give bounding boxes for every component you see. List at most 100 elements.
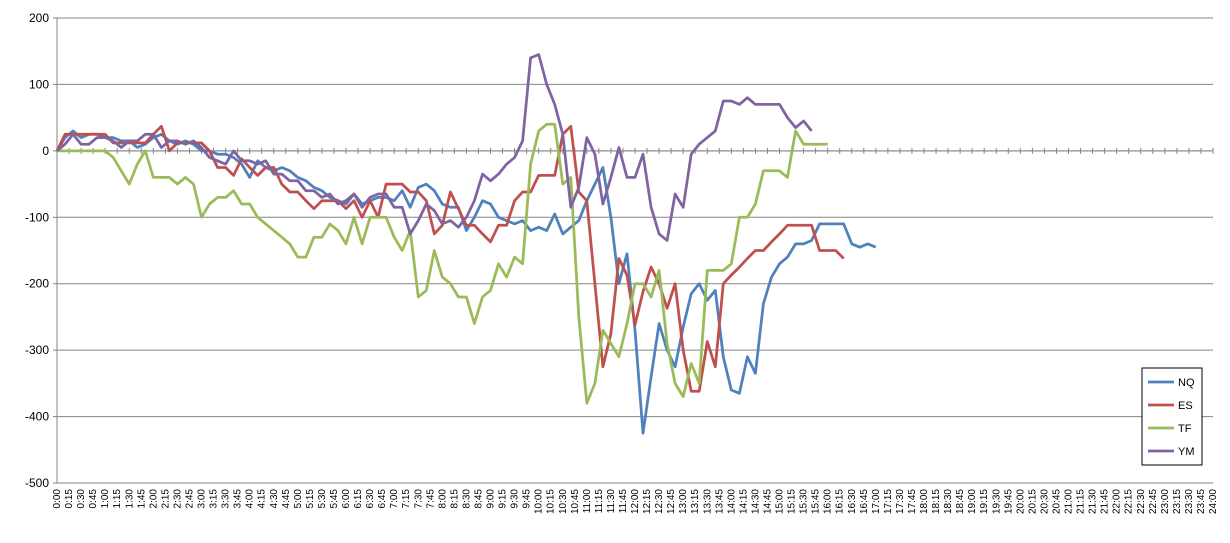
x-tick-label: 14:00 [726,489,737,514]
x-tick-label: 6:00 [341,489,352,509]
x-tick-label: 11:00 [582,489,593,514]
x-tick-label: 12:45 [666,489,677,514]
x-tick-label: 2:15 [160,489,171,509]
y-tick-label: -200 [25,277,49,291]
x-tick-label: 1:15 [112,489,123,509]
x-tick-label: 13:00 [678,489,689,514]
x-tick-label: 22:45 [1148,489,1159,514]
x-tick-label: 19:15 [979,489,990,514]
x-tick-label: 23:45 [1196,489,1207,514]
x-tick-label: 17:15 [883,489,894,514]
x-tick-label: 13:15 [690,489,701,514]
x-tick-label: 6:15 [353,489,364,509]
x-tick-label: 2:00 [148,489,159,509]
x-tick-label: 18:00 [919,489,930,514]
x-tick-label: 18:45 [955,489,966,514]
x-tick-label: 22:00 [1112,489,1123,514]
series-line-tf [57,122,828,405]
x-tick-label: 3:45 [233,489,244,509]
x-tick-label: 3:15 [209,489,220,509]
legend-label-es: ES [1178,400,1193,412]
y-tick-label: 200 [29,11,49,25]
x-tick-label: 19:30 [991,489,1002,514]
x-tick-label: 11:45 [618,489,629,514]
x-tick-label: 12:15 [642,489,653,514]
x-tick-label: 19:00 [967,489,978,514]
x-axis: 0:00 0:15 0:30 0:45 1:00 1:15 1:30 1:45 2:00 2:15… [52,147,1219,514]
x-tick-label: 7:15 [401,489,412,509]
x-tick-label: 20:15 [1027,489,1038,514]
x-tick-label: 18:15 [931,489,942,514]
legend-label-tf: TF [1178,423,1192,435]
x-tick-label: 7:00 [389,489,400,509]
x-tick-label: 8:45 [473,489,484,509]
series-lines [55,53,877,435]
x-tick-label: 10:45 [570,489,581,514]
y-tick-label: -500 [25,476,49,490]
x-tick-label: 1:45 [136,489,147,509]
x-tick-label: 16:00 [823,489,834,514]
x-tick-label: 2:45 [184,489,195,509]
x-tick-label: 7:45 [425,489,436,509]
x-tick-label: 4:15 [257,489,268,509]
legend-box [1141,367,1203,466]
x-tick-label: 9:30 [510,489,521,509]
x-tick-label: 20:45 [1051,489,1062,514]
legend-label-ym: YM [1178,446,1195,458]
y-tick-label: -300 [25,343,49,357]
x-tick-label: 4:30 [269,489,280,509]
x-tick-label: 1:30 [124,489,135,509]
y-axis: -500 -400 -300 -200 -100 0 100 200 [25,11,58,490]
x-tick-label: 8:00 [437,489,448,509]
x-tick-label: 24:00 [1208,489,1219,514]
y-tick-label: 0 [42,144,49,158]
x-tick-label: 12:30 [654,489,665,514]
x-tick-label: 16:15 [835,489,846,514]
x-tick-label: 5:15 [305,489,316,509]
legend-label-nq: NQ [1178,377,1195,389]
x-tick-label: 17:00 [871,489,882,514]
x-tick-label: 10:00 [534,489,545,514]
y-tick-label: -100 [25,210,49,224]
x-tick-label: 16:45 [859,489,870,514]
x-tick-label: 0:00 [52,489,63,509]
x-tick-label: 7:30 [413,489,424,509]
x-tick-label: 12:00 [630,489,641,514]
x-tick-label: 23:30 [1184,489,1195,514]
x-tick-label: 21:30 [1088,489,1099,514]
x-tick-label: 9:45 [522,489,533,509]
x-tick-label: 15:00 [775,489,786,514]
x-tick-label: 2:30 [172,489,183,509]
gridlines [57,17,1213,484]
x-tick-label: 19:45 [1003,489,1014,514]
x-tick-label: 1:00 [100,489,111,509]
legend: NQ ES TF YM [1141,367,1203,466]
x-tick-label: 11:15 [594,489,605,514]
x-tick-label: 22:30 [1136,489,1147,514]
series-line-ym [56,53,813,242]
x-tick-label: 16:30 [847,489,858,514]
x-tick-label: 22:15 [1124,489,1135,514]
x-tick-label: 8:15 [449,489,460,509]
x-tick-label: 20:30 [1039,489,1050,514]
x-tick-label: 15:45 [811,489,822,514]
x-tick-label: 21:45 [1100,489,1111,514]
x-tick-label: 5:30 [317,489,328,509]
x-tick-label: 5:00 [293,489,304,509]
x-tick-label: 15:30 [799,489,810,514]
x-tick-label: 8:30 [461,489,472,509]
x-tick-label: 3:00 [197,489,208,509]
series-line-es [55,124,845,393]
x-tick-label: 0:45 [88,489,99,509]
x-tick-label: 21:15 [1076,489,1087,514]
x-tick-label: 5:45 [329,489,340,509]
x-tick-label: 4:45 [281,489,292,509]
x-tick-label: 13:30 [702,489,713,514]
x-tick-label: 0:30 [76,489,87,509]
y-tick-label: 100 [29,77,49,91]
x-tick-label: 14:30 [750,489,761,514]
x-tick-label: 17:30 [895,489,906,514]
x-tick-label: 6:30 [365,489,376,509]
x-tick-label: 23:00 [1160,489,1171,514]
